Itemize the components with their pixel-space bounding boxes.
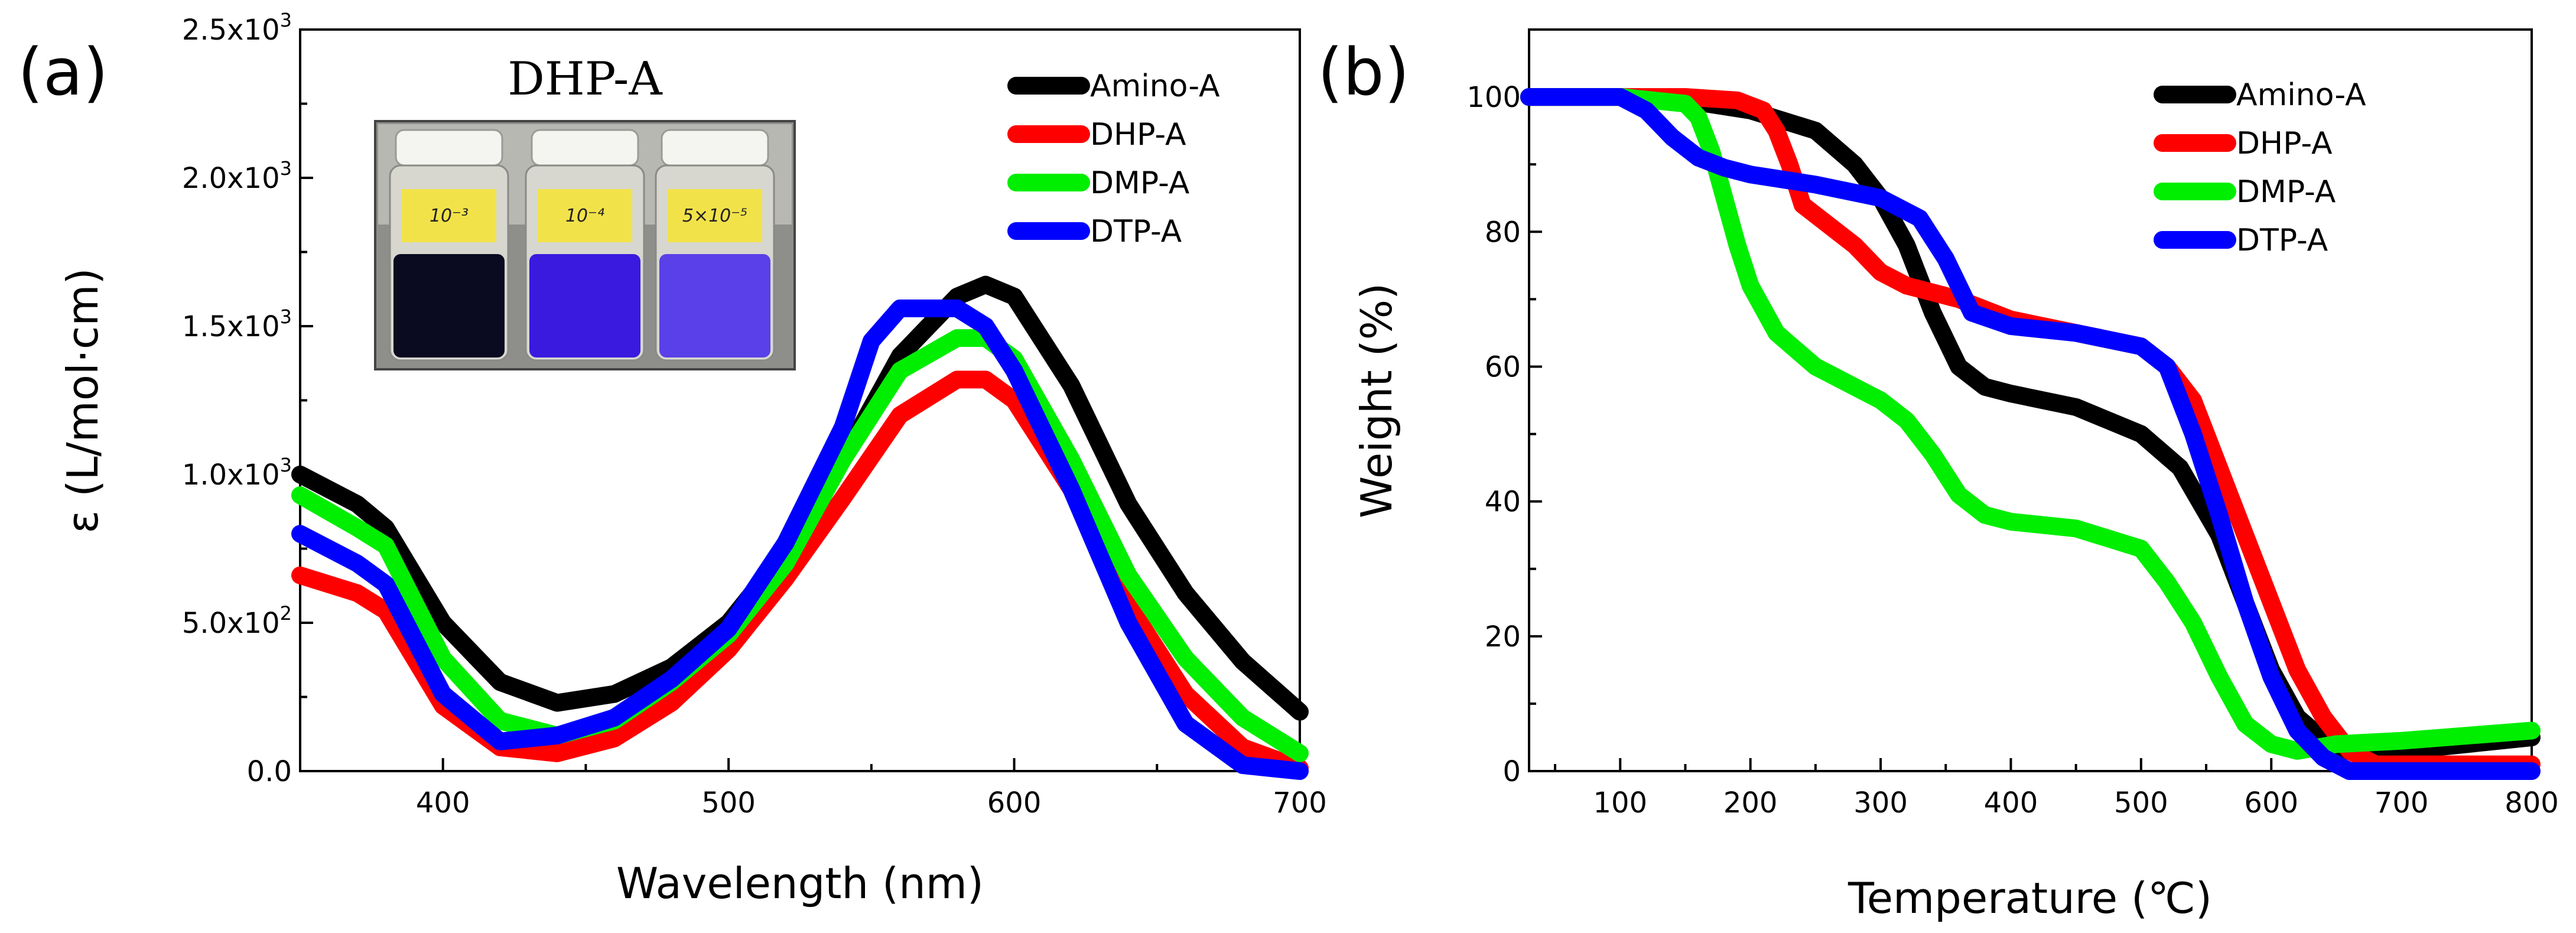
vial-cap — [531, 129, 639, 167]
x-tick-label: 400 — [416, 786, 470, 820]
series-dhp-a — [1520, 88, 2541, 773]
vial-cap — [661, 129, 769, 167]
legend-label-dmp-a: DMP-A — [2236, 174, 2336, 210]
vial: 5×10⁻⁵ — [655, 129, 775, 362]
legend-label-amino-a: Amino-A — [1090, 69, 1220, 104]
x-tick-label: 200 — [1723, 786, 1778, 820]
legend-label-dmp-a: DMP-A — [1090, 165, 1190, 201]
panel-b-label: (b) — [1318, 34, 1410, 110]
panel-b-legend: Amino-A DHP-A DMP-A DTP-A — [2154, 77, 2366, 258]
panel-b-ticks: 100 200 300 400 500 600 700 800 0 20 40 60 80 100 — [1466, 81, 2558, 820]
x-tick-label: 300 — [1853, 786, 1908, 820]
vial-label-sticker — [402, 189, 496, 242]
panel-a-ticks: 400 500 600 700 0.0 5.0x102 1.0x103 1.5x103 2.0x… — [182, 9, 1327, 820]
vials: 10⁻³ 10⁻⁴ 5×10⁻⁵ — [389, 129, 775, 362]
y-tick-label: 5.0x102 — [182, 602, 292, 640]
legend-label-dhp-a: DHP-A — [1090, 117, 1186, 152]
inset-photo: DHP-A 10⁻³ 10⁻⁴ 5×10⁻⁵ — [374, 53, 796, 370]
vial-label-sticker — [668, 189, 762, 242]
panel-b-tga-chart: (b) 100 200 300 400 500 600 700 800020406080100… — [1318, 28, 2559, 923]
vial-cap — [395, 129, 503, 167]
legend-label-amino-a: Amino-A — [2236, 77, 2366, 113]
y-tick-label: 2.5x103 — [182, 9, 292, 47]
x-tick-label: 700 — [2375, 786, 2429, 820]
y-tick-label: 20 — [1485, 620, 1521, 654]
panel-a-absorption-chart: (a) 400 500 600 700 0.0 5.0x102 1.0x103 1.5x103… — [18, 9, 1327, 908]
panel-b-xlabel: Temperature (℃) — [1848, 873, 2212, 923]
y-tick-label: 100 — [1466, 81, 1521, 114]
y-tick-label: 1.5x103 — [182, 305, 292, 343]
y-tick-label: 0.0 — [247, 755, 292, 788]
y-tick-label: 60 — [1485, 350, 1521, 383]
inset-title: DHP-A — [508, 53, 663, 106]
vial-liquid — [529, 254, 640, 357]
x-tick-label: 800 — [2505, 786, 2559, 820]
legend-label-dhp-a: DHP-A — [2236, 126, 2333, 161]
series-dtp-a — [1520, 88, 2541, 780]
legend-label-dtp-a: DTP-A — [1090, 214, 1182, 249]
panel-a-ylabel: ε (L/mol·cm) — [58, 268, 108, 533]
legend-label-dtp-a: DTP-A — [2236, 223, 2328, 258]
x-tick-label: 500 — [701, 786, 756, 820]
y-tick-label: 2.0x103 — [182, 157, 292, 195]
x-tick-label: 700 — [1273, 786, 1327, 820]
x-tick-label: 600 — [2244, 786, 2298, 820]
series-dmp-a — [1520, 88, 2541, 760]
panel-b-ylabel: Weight (%) — [1352, 283, 1401, 518]
panel-b-series — [1520, 88, 2541, 780]
vial: 10⁻³ — [389, 129, 509, 362]
vial-concentration-label: 10⁻³ — [430, 206, 469, 226]
vial-label-sticker — [538, 189, 632, 242]
panel-b-plot-frame — [1528, 28, 2533, 772]
vial-liquid — [393, 254, 505, 357]
vial-liquid — [659, 254, 770, 357]
panel-a-legend: Amino-A DHP-A DMP-A DTP-A — [1007, 69, 1220, 249]
vial: 10⁻⁴ — [525, 129, 645, 362]
vial-concentration-label: 5×10⁻⁵ — [682, 206, 747, 226]
series-dmp-a — [291, 329, 1309, 762]
vial-concentration-label: 10⁻⁴ — [565, 206, 604, 226]
x-tick-label: 100 — [1593, 786, 1647, 820]
y-tick-label: 80 — [1485, 216, 1521, 249]
series-amino-a — [1520, 88, 2541, 760]
panel-a-xlabel: Wavelength (nm) — [616, 859, 984, 908]
panel-a-series — [291, 275, 1309, 780]
y-tick-label: 0 — [1502, 755, 1521, 788]
panel-a-label: (a) — [18, 34, 108, 110]
y-tick-label: 1.0x103 — [182, 454, 292, 492]
x-tick-label: 600 — [987, 786, 1042, 820]
x-tick-label: 500 — [2114, 786, 2168, 820]
series-dtp-a — [291, 299, 1309, 780]
x-tick-label: 400 — [1984, 786, 2038, 820]
y-tick-label: 40 — [1485, 486, 1521, 519]
